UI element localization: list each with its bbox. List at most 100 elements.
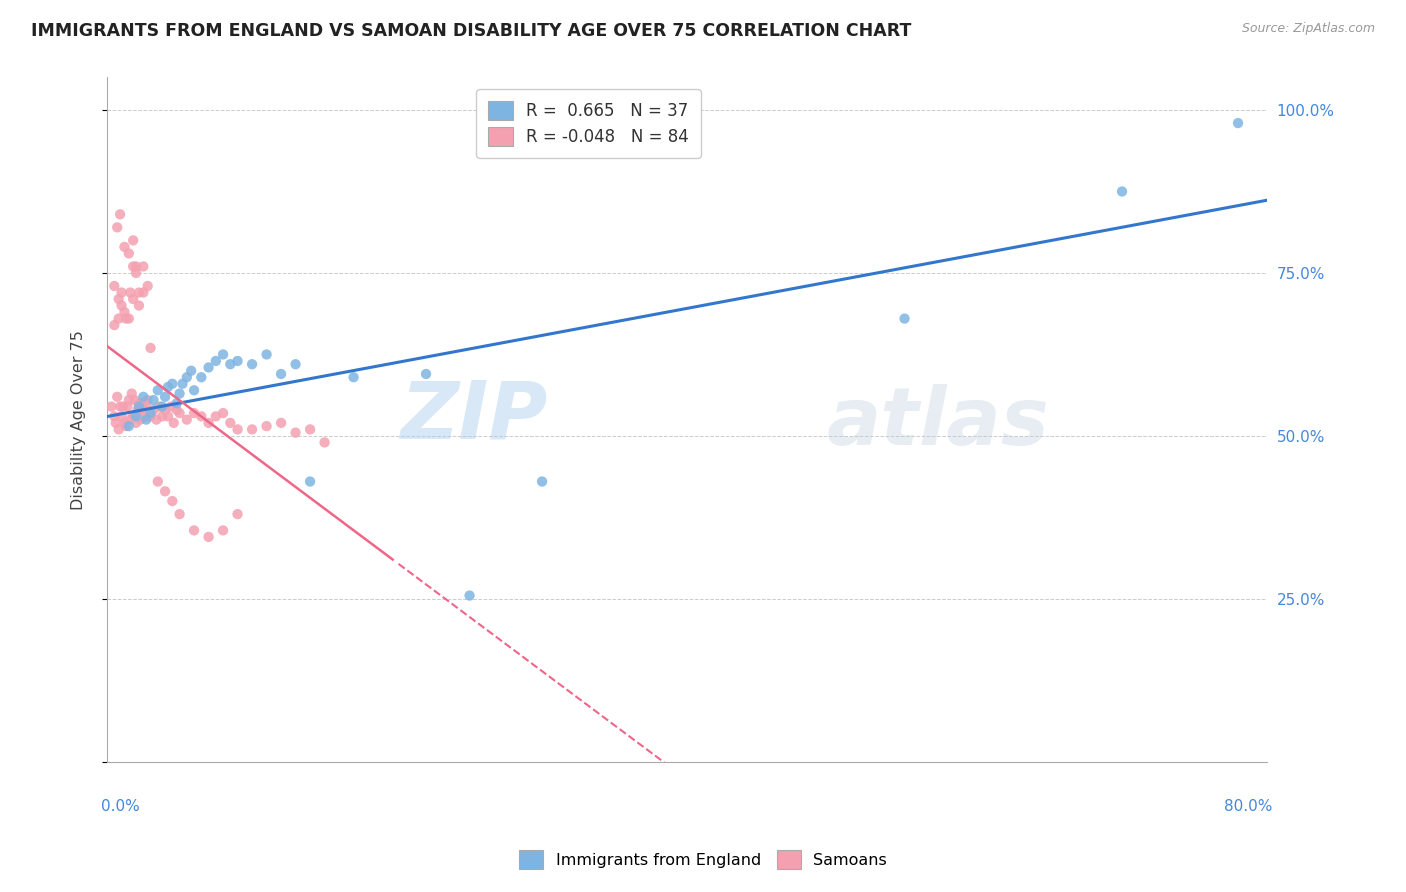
Point <box>100 400 122 414</box>
Point <box>176 370 198 384</box>
Point <box>108 207 131 221</box>
Point <box>122 260 145 274</box>
Point <box>150 400 173 414</box>
Point <box>146 475 169 489</box>
Point <box>142 392 165 407</box>
Point <box>118 392 141 407</box>
Point <box>103 279 125 293</box>
Point <box>111 400 134 414</box>
Point <box>1227 116 1250 130</box>
Point <box>169 507 191 521</box>
Point <box>166 402 188 417</box>
Point <box>299 475 322 489</box>
Point <box>153 402 176 417</box>
Point <box>458 589 481 603</box>
Point <box>128 285 150 300</box>
Point <box>197 360 219 375</box>
Point <box>183 406 205 420</box>
Point <box>132 390 155 404</box>
Point <box>132 396 155 410</box>
Text: 80.0%: 80.0% <box>1225 799 1272 814</box>
Point <box>132 285 155 300</box>
Point <box>169 406 191 420</box>
Point <box>204 409 226 424</box>
Point <box>132 260 155 274</box>
Point <box>226 354 249 368</box>
Point <box>160 400 183 414</box>
Point <box>125 266 148 280</box>
Point <box>156 409 179 424</box>
Point <box>212 406 235 420</box>
Point <box>212 524 235 538</box>
Point <box>153 484 176 499</box>
Point <box>342 370 364 384</box>
Point <box>166 396 188 410</box>
Point <box>226 507 249 521</box>
Point <box>135 400 157 414</box>
Point <box>131 402 153 417</box>
Point <box>115 311 138 326</box>
Point <box>284 357 307 371</box>
Point <box>146 384 169 398</box>
Point <box>162 376 184 391</box>
Point <box>117 400 139 414</box>
Point <box>145 412 167 426</box>
Point <box>153 390 176 404</box>
Point <box>127 402 149 417</box>
Point <box>197 530 219 544</box>
Point <box>136 392 159 407</box>
Point <box>121 386 143 401</box>
Point <box>163 416 186 430</box>
Point <box>128 396 150 410</box>
Point <box>139 409 162 424</box>
Point <box>1111 185 1133 199</box>
Point <box>270 416 292 430</box>
Point <box>118 311 141 326</box>
Point <box>197 416 219 430</box>
Point <box>139 406 162 420</box>
Point <box>162 494 184 508</box>
Point <box>135 412 157 426</box>
Point <box>134 409 156 424</box>
Point <box>240 357 263 371</box>
Point <box>114 416 136 430</box>
Point <box>104 416 127 430</box>
Point <box>114 305 136 319</box>
Text: Source: ZipAtlas.com: Source: ZipAtlas.com <box>1241 22 1375 36</box>
Point <box>107 292 129 306</box>
Point <box>105 220 128 235</box>
Text: 0.0%: 0.0% <box>101 799 141 814</box>
Point <box>169 386 191 401</box>
Point <box>118 246 141 260</box>
Point <box>190 370 212 384</box>
Y-axis label: Disability Age Over 75: Disability Age Over 75 <box>72 330 86 509</box>
Point <box>183 384 205 398</box>
Point <box>136 279 159 293</box>
Point <box>120 285 142 300</box>
Legend: R =  0.665   N = 37, R = -0.048   N = 84: R = 0.665 N = 37, R = -0.048 N = 84 <box>477 89 700 158</box>
Point <box>115 419 138 434</box>
Point <box>148 400 170 414</box>
Point <box>212 347 235 361</box>
Point <box>114 240 136 254</box>
Point <box>314 435 336 450</box>
Point <box>256 419 278 434</box>
Point <box>284 425 307 440</box>
Point <box>142 402 165 417</box>
Point <box>240 422 263 436</box>
Point <box>156 380 179 394</box>
Point <box>110 299 132 313</box>
Point <box>128 299 150 313</box>
Text: ZIP: ZIP <box>401 377 548 455</box>
Point <box>118 419 141 434</box>
Point <box>183 524 205 538</box>
Point <box>270 367 292 381</box>
Point <box>110 409 132 424</box>
Point <box>129 412 152 426</box>
Point <box>219 416 242 430</box>
Point <box>103 409 125 424</box>
Point <box>226 422 249 436</box>
Point <box>108 400 131 414</box>
Point <box>110 285 132 300</box>
Point <box>122 233 145 247</box>
